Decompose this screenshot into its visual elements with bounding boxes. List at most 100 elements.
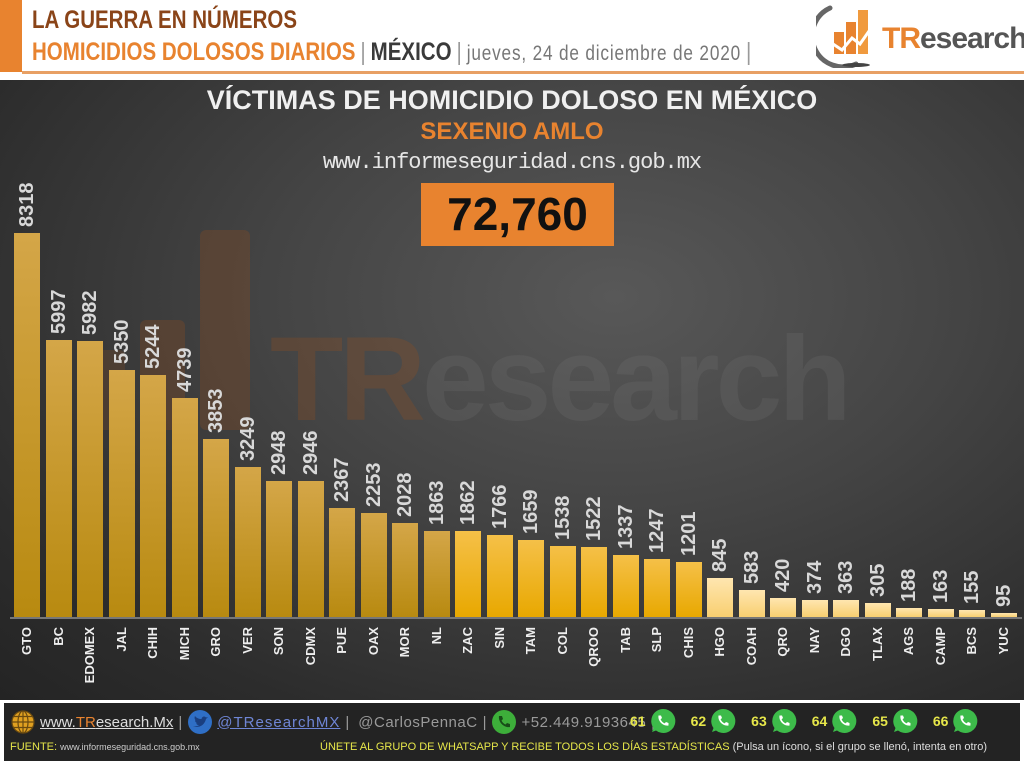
chart-title: VÍCTIMAS DE HOMICIDIO DOLOSO EN MÉXICO [206, 85, 818, 115]
bar-fill [329, 508, 355, 617]
whatsapp-icon[interactable] [951, 707, 979, 735]
bar-value-label: 3249 [236, 416, 259, 462]
source-value: www.informeseguridad.cns.gob.mx [60, 742, 200, 752]
bar-value-label: 845 [709, 538, 731, 572]
footer-contacts: www.TResearch.Mx | @TResearchMX | @Carlo… [10, 709, 660, 735]
bar-fill [266, 481, 292, 617]
twitter-icon[interactable] [187, 709, 213, 735]
phone-number: +52.449.9193645 [521, 713, 647, 731]
bar-gto: 8318 GTO [14, 182, 40, 655]
header-accent-bar [0, 0, 22, 72]
footer: www.TResearch.Mx | @TResearchMX | @Carlo… [0, 700, 1024, 768]
bar-fill [801, 600, 828, 617]
bar-fill [423, 531, 450, 617]
whatsapp-group-number: 61 [630, 713, 646, 729]
header-subtitle: HOMICIDIOS DOLOSOS DIARIOS [32, 38, 356, 66]
bar-yuc: 95 YUC [990, 584, 1017, 655]
bar-value-label: 1337 [614, 504, 637, 550]
bar-camp: 163 CAMP [927, 569, 954, 666]
bar-value-label: 2253 [362, 462, 385, 508]
chart-panel: TResearch VÍCTIMAS DE HOMICIDIO DOLOSO E… [0, 80, 1024, 700]
bar-value-label: 1247 [646, 508, 668, 554]
tresearch-logo: TResearch [816, 2, 1024, 68]
whatsapp-group-65-button[interactable]: 65 [872, 707, 919, 735]
bar-value-label: 2367 [331, 457, 353, 503]
bar-value-label: 3853 [205, 388, 227, 434]
whatsapp-group-number: 64 [811, 713, 828, 729]
whatsapp-cta-note: (Pulsa un ícono, si el grupo se llenó, i… [732, 741, 987, 753]
bar-fill [45, 340, 72, 617]
bar-fill [360, 513, 387, 617]
whatsapp-icon[interactable] [891, 707, 919, 735]
bar-fill [234, 467, 261, 617]
whatsapp-group-62-button[interactable]: 62 [691, 707, 738, 735]
bar-dgo: 363 DGO [833, 560, 859, 657]
bar-value-label: 5997 [47, 289, 70, 335]
bar-pue: 2367 PUE [329, 457, 355, 654]
bar-fill [171, 398, 198, 617]
x-axis-baseline [10, 617, 1022, 619]
header-subtitle-line: HOMICIDIOS DOLOSOS DIARIOS | MÉXICO | jueves… [32, 38, 756, 67]
logo-wordmark: TResearch [882, 22, 1024, 55]
bar-col: 1538 COL [549, 495, 576, 655]
bar-tab: 1337 TAB [612, 504, 639, 653]
bar-chart: 8318 GTO 5997 BC 5982 EDOMEX 5350 JAL 5244 CHIH 47… [0, 80, 1024, 700]
header-rule [22, 71, 1024, 74]
bar-fill [297, 481, 324, 617]
bar-fill [203, 439, 229, 617]
whatsapp-icon[interactable] [830, 707, 858, 735]
phone-icon [492, 710, 517, 734]
bar-cdmx: 2946 CDMX [297, 430, 324, 666]
whatsapp-icon[interactable] [709, 707, 737, 735]
separator: | [178, 713, 183, 731]
personal-handle[interactable]: @CarlosPennaC [358, 713, 478, 731]
bar-value-label: 95 [992, 584, 1015, 607]
bar-chih: 5244 CHIH [140, 324, 166, 659]
chart-subtitle: SEXENIO AMLO [420, 118, 604, 145]
header: LA GUERRA EN NÚMEROS HOMICIDIOS DOLOSOS … [0, 0, 1024, 82]
bar-sin: 1766 SIN [486, 484, 513, 649]
bar-fill [140, 375, 166, 617]
bar-value-label: 1538 [551, 495, 574, 541]
bar-nl: 1863 NL [423, 480, 450, 645]
bar-value-label: 155 [961, 570, 983, 604]
bar-fill [833, 600, 859, 617]
website-link[interactable]: www.TResearch.Mx [40, 713, 174, 731]
bar-fill [644, 559, 670, 617]
globe-icon [11, 710, 35, 734]
bar-edomex: 5982 EDOMEX [77, 290, 103, 684]
whatsapp-group-63-button[interactable]: 63 [751, 707, 798, 735]
bar-bc: 5997 BC [45, 289, 72, 646]
whatsapp-group-66-button[interactable]: 66 [933, 707, 980, 735]
bar-slp: 1247 SLP [644, 508, 670, 653]
bar-ags: 188 AGS [896, 568, 922, 656]
bar-value-label: 1863 [425, 480, 448, 526]
whatsapp-group-number: 62 [690, 713, 707, 729]
twitter-link[interactable]: @TResearchMX [217, 713, 341, 731]
separator: | [456, 38, 462, 66]
bar-value-label: 1659 [520, 489, 542, 535]
watermark-wordmark: TResearch [270, 312, 852, 446]
whatsapp-group-64-button[interactable]: 64 [812, 707, 859, 735]
bar-qroo: 1522 QROO [581, 496, 607, 667]
bar-fill [675, 562, 702, 617]
whatsapp-group-61-button[interactable]: 61 [630, 707, 677, 735]
footer-bar: www.TResearch.Mx | @TResearchMX | @Carlo… [4, 703, 1020, 761]
bar-fill [896, 608, 922, 617]
bar-fill [612, 555, 639, 617]
whatsapp-cta: ÚNETE AL GRUPO DE WHATSAPP Y RECIBE TODO… [320, 741, 987, 753]
header-date: jueves, 24 de diciembre de 2020 [466, 42, 742, 65]
whatsapp-cta-text: ÚNETE AL GRUPO DE WHATSAPP Y RECIBE TODO… [320, 741, 730, 753]
whatsapp-group-number: 63 [751, 713, 767, 729]
total-value: 72,760 [447, 188, 588, 240]
whatsapp-icon[interactable] [770, 707, 798, 735]
bar-value-label: 8318 [16, 182, 38, 228]
bar-value-label: 420 [772, 558, 794, 592]
whatsapp-icon[interactable] [649, 707, 677, 735]
bar-jal: 5350 JAL [108, 319, 135, 652]
bar-value-label: 5350 [110, 319, 133, 365]
bar-chis: 1201 CHIS [675, 511, 702, 659]
bar-zac: 1862 ZAC [455, 480, 481, 654]
bar-fill [518, 540, 544, 617]
bar-fill [770, 598, 796, 617]
